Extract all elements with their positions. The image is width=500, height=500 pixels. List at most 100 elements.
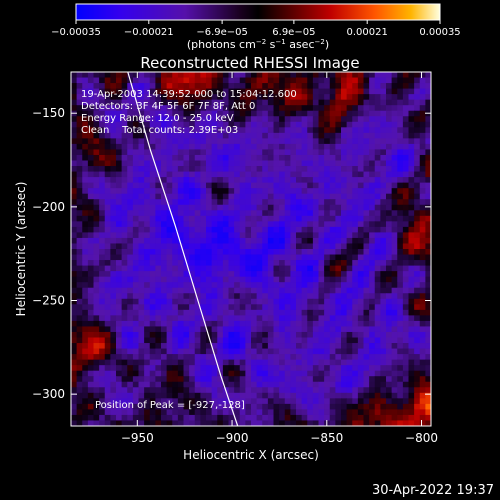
heatmap-cell	[144, 177, 151, 184]
heatmap-cell	[419, 254, 426, 261]
heatmap-cell	[425, 260, 431, 266]
heatmap-cell	[166, 110, 173, 117]
heatmap-cell	[228, 365, 235, 372]
heatmap-cell	[312, 365, 319, 372]
heatmap-cell	[284, 116, 291, 123]
heatmap-cell	[104, 105, 111, 112]
heatmap-cell	[166, 149, 173, 156]
heatmap-cell	[189, 365, 196, 372]
heatmap-cell	[189, 116, 196, 123]
heatmap-cell	[245, 204, 252, 211]
heatmap-cell	[183, 121, 190, 128]
heatmap-cell	[414, 354, 421, 361]
heatmap-cell	[369, 72, 376, 78]
heatmap-cell	[211, 204, 218, 211]
heatmap-cell	[144, 403, 151, 410]
heatmap-cell	[397, 298, 404, 305]
heatmap-cell	[211, 188, 218, 195]
heatmap-cell	[402, 271, 409, 278]
heatmap-cell	[408, 188, 415, 195]
heatmap-cell	[251, 260, 258, 266]
heatmap-cell	[161, 370, 168, 377]
heatmap-cell	[93, 282, 100, 289]
heatmap-cell	[234, 414, 241, 421]
heatmap-cell	[352, 337, 359, 344]
heatmap-cell	[380, 199, 387, 206]
heatmap-cell	[228, 420, 235, 426]
heatmap-cell	[245, 215, 252, 222]
heatmap-cell	[211, 343, 218, 349]
heatmap-cell	[76, 105, 83, 112]
heatmap-cell	[228, 409, 235, 416]
heatmap-cell	[132, 99, 139, 106]
heatmap-cell	[161, 182, 168, 189]
heatmap-cell	[206, 121, 213, 128]
heatmap-cell	[189, 143, 196, 150]
heatmap-cell	[341, 204, 348, 211]
heatmap-cell	[386, 326, 393, 333]
heatmap-cell	[380, 420, 387, 426]
heatmap-cell	[110, 232, 117, 239]
heatmap-cell	[284, 348, 291, 355]
heatmap-cell	[329, 94, 336, 101]
heatmap-cell	[177, 121, 184, 128]
heatmap-cell	[71, 254, 78, 261]
heatmap-cell	[183, 188, 190, 195]
heatmap-cell	[301, 160, 308, 167]
heatmap-cell	[183, 398, 190, 405]
heatmap-cell	[391, 226, 398, 233]
heatmap-cell	[82, 166, 89, 172]
heatmap-cell	[391, 298, 398, 305]
heatmap-cell	[414, 188, 421, 195]
heatmap-cell	[419, 398, 426, 405]
heatmap-cell	[318, 343, 325, 349]
heatmap-cell	[408, 83, 415, 89]
heatmap-cell	[245, 193, 252, 200]
heatmap-cell	[71, 143, 78, 150]
heatmap-cell	[121, 204, 128, 211]
heatmap-cell	[341, 199, 348, 206]
heatmap-cell	[301, 143, 308, 150]
heatmap-cell	[296, 315, 303, 322]
heatmap-cell	[256, 177, 263, 184]
heatmap-cell	[324, 83, 331, 89]
heatmap-cell	[161, 77, 168, 84]
heatmap-cell	[138, 204, 145, 211]
heatmap-cell	[93, 105, 100, 112]
heatmap-cell	[267, 160, 274, 167]
heatmap-cell	[408, 326, 415, 333]
heatmap-cell	[121, 182, 128, 189]
heatmap-cell	[121, 376, 128, 383]
heatmap-cell	[267, 309, 274, 316]
heatmap-cell	[239, 320, 246, 327]
heatmap-cell	[121, 337, 128, 344]
heatmap-cell	[341, 304, 348, 311]
heatmap-cell	[363, 138, 370, 145]
heatmap-cell	[262, 309, 269, 316]
heatmap-cell	[144, 293, 151, 300]
heatmap-cell	[397, 232, 404, 239]
heatmap-cell	[256, 210, 263, 217]
heatmap-cell	[211, 105, 218, 112]
heatmap-cell	[161, 226, 168, 233]
heatmap-cell	[408, 127, 415, 134]
heatmap-cell	[200, 304, 207, 311]
heatmap-cell	[397, 143, 404, 150]
heatmap-cell	[194, 398, 201, 405]
heatmap-cell	[155, 210, 162, 217]
heatmap-cell	[127, 226, 134, 233]
heatmap-cell	[369, 348, 376, 355]
heatmap-cell	[290, 72, 297, 78]
heatmap-cell	[279, 293, 286, 300]
heatmap-cell	[132, 326, 139, 333]
heatmap-cell	[87, 392, 94, 399]
heatmap-cell	[363, 414, 370, 421]
heatmap-cell	[177, 354, 184, 361]
heatmap-cell	[234, 392, 241, 399]
heatmap-cell	[256, 304, 263, 311]
heatmap-cell	[425, 138, 431, 145]
heatmap-cell	[76, 315, 83, 322]
heatmap-cell	[369, 354, 376, 361]
heatmap-cell	[352, 171, 359, 178]
heatmap-cell	[189, 287, 196, 294]
